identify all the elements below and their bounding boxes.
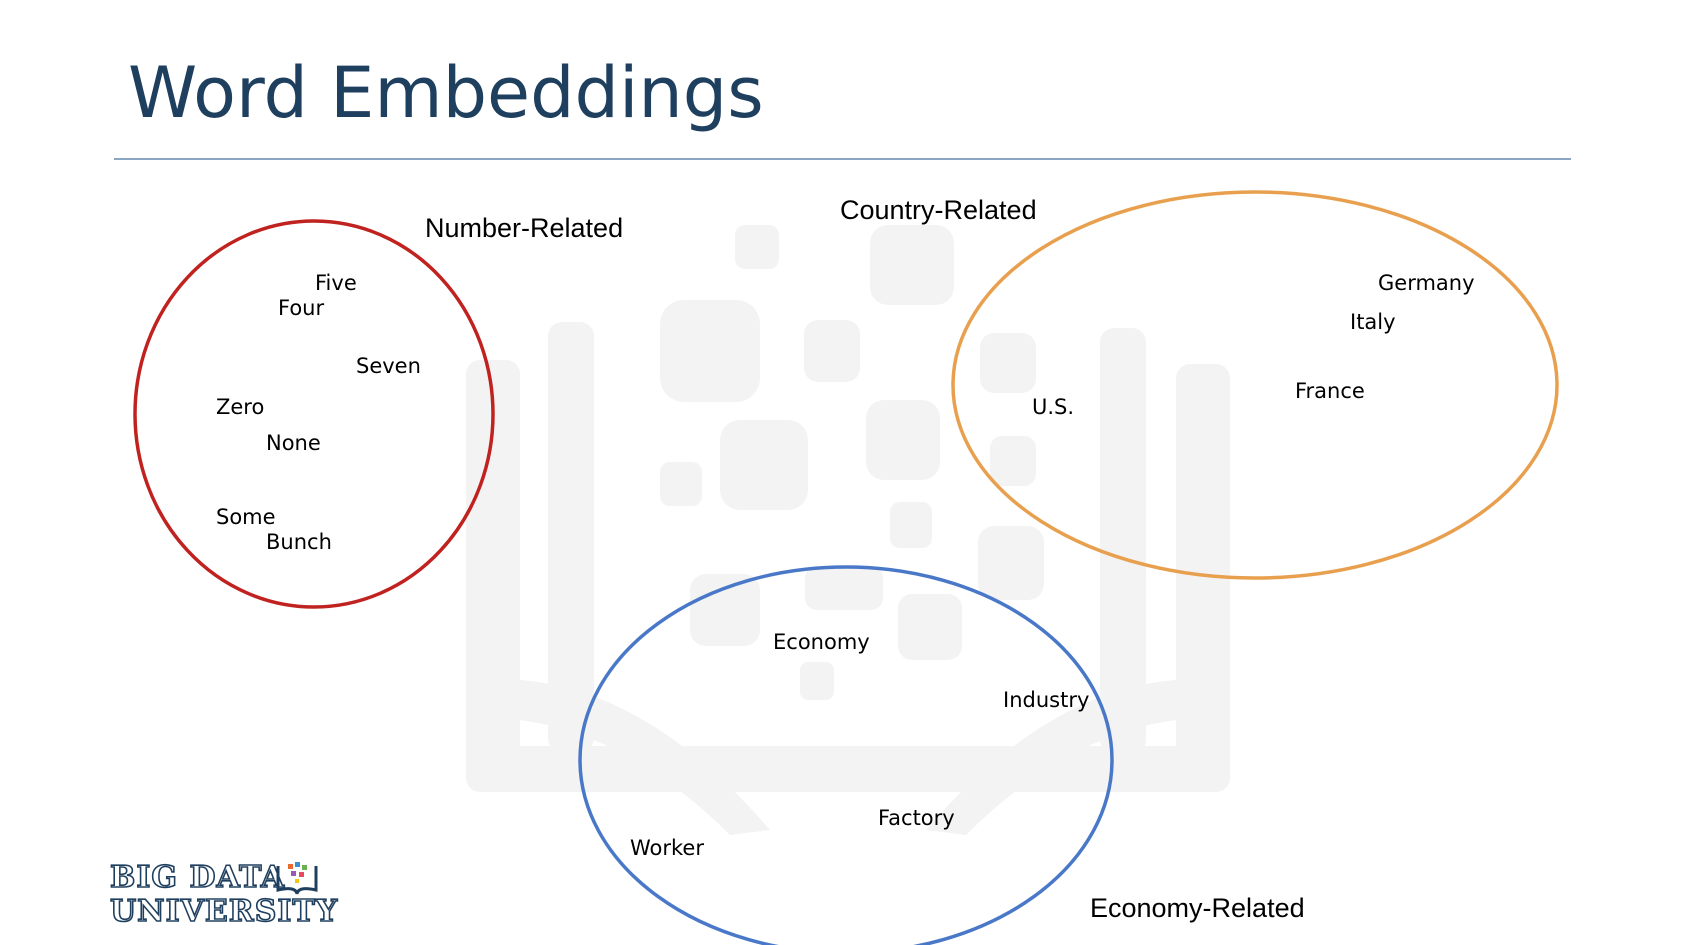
word-some: Some [216,505,276,529]
word-economy: Economy [773,630,870,654]
title-divider [114,158,1571,160]
word-four: Four [278,296,325,320]
word-seven: Seven [356,354,421,378]
logo-line-2: UNIVERSITY [109,893,339,930]
economy-related-ellipse [578,565,1114,945]
word-france: France [1295,379,1365,403]
word-zero: Zero [216,395,265,419]
word-five: Five [315,271,357,295]
book-icon [276,862,318,895]
number-related-label: Number-Related [425,213,624,243]
word-germany: Germany [1378,271,1475,295]
number-related-ellipse [133,219,495,609]
word-italy: Italy [1350,310,1396,334]
big-data-university-logo: BIG DATA UNIVERSITY [109,859,338,930]
economy-related-label: Economy-Related [1090,893,1305,923]
word-industry: Industry [1003,688,1090,712]
country-related-label: Country-Related [840,195,1037,225]
slide-title: Word Embeddings [128,52,764,134]
country-related-ellipse [951,190,1559,580]
word-factory: Factory [878,806,955,830]
word-us: U.S. [1032,395,1075,419]
word-none: None [266,431,321,455]
logo-line-1: BIG DATA [109,859,286,896]
word-bunch: Bunch [266,530,332,554]
word-worker: Worker [630,836,704,860]
